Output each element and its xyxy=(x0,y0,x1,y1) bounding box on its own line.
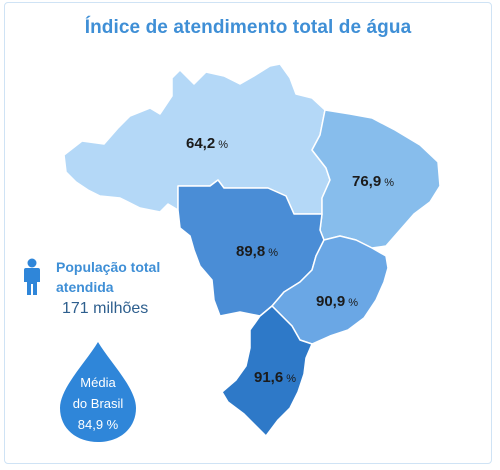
region-sudeste[interactable] xyxy=(271,235,389,345)
brazil-average: Média do Brasil 84,9 % xyxy=(58,372,138,435)
population-value: 171 milhões xyxy=(62,300,149,317)
average-value: 84,9 % xyxy=(77,417,119,432)
population-label: População total atendida xyxy=(56,259,161,295)
label-sul-value: 91,6 xyxy=(254,369,283,386)
label-nordeste: 76,9% xyxy=(352,173,394,190)
label-norte: 64,2% xyxy=(186,135,228,152)
person-icon xyxy=(24,258,40,295)
label-centro-oeste: 89,8% xyxy=(236,243,278,260)
average-label-line2: do Brasil xyxy=(72,396,124,411)
label-sul: 91,6% xyxy=(254,369,296,386)
label-norte-value: 64,2 xyxy=(186,135,215,152)
chart-title: Índice de atendimento total de água xyxy=(84,17,412,38)
label-sudeste-unit: % xyxy=(348,297,358,309)
label-nordeste-unit: % xyxy=(384,177,394,189)
label-sudeste: 90,9% xyxy=(316,293,358,310)
average-label-line1: Média xyxy=(80,375,116,390)
label-centro-oeste-value: 89,8 xyxy=(236,243,265,260)
label-centro-oeste-unit: % xyxy=(268,247,278,259)
label-sudeste-value: 90,9 xyxy=(316,293,345,310)
region-sul[interactable] xyxy=(221,305,313,437)
label-sul-unit: % xyxy=(286,373,296,385)
water-drop-icon xyxy=(60,342,136,442)
label-nordeste-value: 76,9 xyxy=(352,173,381,190)
label-norte-unit: % xyxy=(218,139,228,151)
